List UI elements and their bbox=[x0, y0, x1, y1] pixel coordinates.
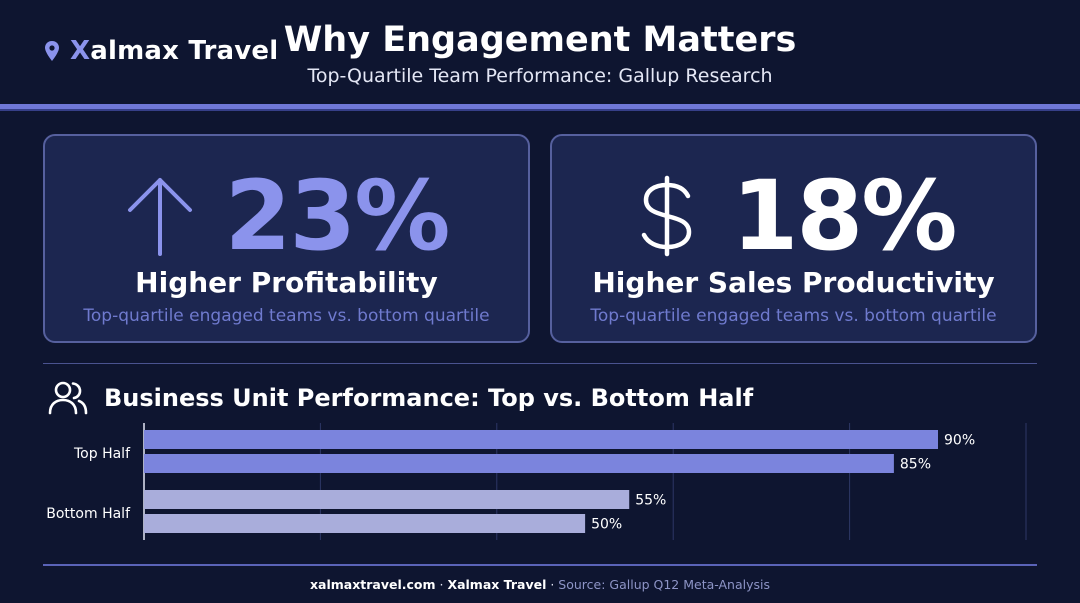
footer-separator: · bbox=[546, 577, 559, 592]
brand-initial: X bbox=[70, 36, 91, 66]
users-icon bbox=[48, 381, 88, 415]
section-title: Business Unit Performance: Top vs. Botto… bbox=[104, 384, 754, 412]
stat-description: Top-quartile engaged teams vs. bottom qu… bbox=[590, 306, 997, 326]
stat-card-profitability: 23% Higher Profitability Top-quartile en… bbox=[43, 134, 530, 343]
bar bbox=[144, 454, 894, 473]
dollar-icon bbox=[641, 175, 691, 257]
page-title: Why Engagement Matters bbox=[283, 20, 797, 60]
bar-chart: 90% 85% 55% 50% Top Half Bottom Half bbox=[46, 423, 1027, 540]
section-header: Business Unit Performance: Top vs. Botto… bbox=[48, 380, 753, 416]
data-label: 50% bbox=[591, 517, 622, 533]
stat-value: 23% bbox=[224, 160, 451, 272]
footer-brand: Xalmax Travel bbox=[447, 577, 547, 592]
footer: xalmaxtravel.com · Xalmax Travel · Sourc… bbox=[0, 577, 1080, 592]
brand-name: Xalmax Travel bbox=[70, 36, 278, 66]
data-label: 90% bbox=[944, 433, 975, 449]
bar bbox=[144, 430, 938, 449]
stat-label: Higher Profitability bbox=[135, 266, 438, 299]
stat-value: 18% bbox=[731, 160, 958, 272]
page-subtitle: Top-Quartile Team Performance: Gallup Re… bbox=[307, 65, 773, 87]
arrow-up-icon bbox=[127, 178, 192, 256]
footer-separator: · bbox=[435, 577, 448, 592]
header-divider bbox=[0, 104, 1080, 111]
category-label: Top Half bbox=[73, 446, 131, 462]
bar bbox=[144, 490, 630, 509]
bar bbox=[144, 514, 586, 533]
stat-label: Higher Sales Productivity bbox=[592, 266, 995, 299]
footer-source: Source: Gallup Q12 Meta-Analysis bbox=[558, 577, 771, 592]
footer-site: xalmaxtravel.com bbox=[309, 577, 436, 592]
section-divider bbox=[43, 363, 1037, 364]
stat-card-sales-productivity: 18% Higher Sales Productivity Top-quarti… bbox=[550, 134, 1037, 343]
category-label: Bottom Half bbox=[46, 506, 131, 522]
brand: Xalmax Travel bbox=[44, 36, 278, 66]
stat-description: Top-quartile engaged teams vs. bottom qu… bbox=[83, 306, 490, 326]
footer-divider bbox=[43, 564, 1037, 566]
location-pin-icon bbox=[45, 41, 59, 61]
brand-rest: almax Travel bbox=[90, 36, 279, 66]
data-label: 85% bbox=[900, 457, 931, 473]
data-label: 55% bbox=[635, 493, 666, 509]
